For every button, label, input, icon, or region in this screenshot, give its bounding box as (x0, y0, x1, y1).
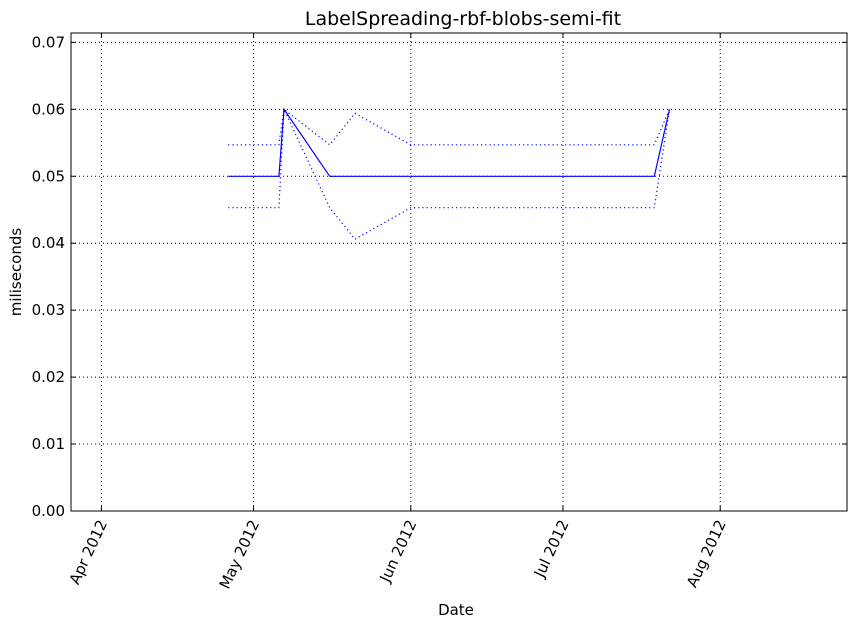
series-line-upper-bound (228, 108, 671, 146)
y-tick-label: 0.02 (32, 368, 65, 386)
grid (71, 33, 847, 511)
x-tick-label: Jun 2012 (376, 517, 421, 586)
x-axis-tick-labels: Apr 2012 May 2012 Jun 2012 Jul 2012 Aug 2012 (66, 517, 730, 592)
series-line-lower-bound (228, 109, 671, 240)
axis-ticks (71, 33, 847, 512)
x-tick-label: May 2012 (216, 517, 264, 592)
y-tick-label: 0.00 (32, 502, 65, 520)
y-axis-label: miliseconds (7, 228, 25, 317)
y-axis-tick-labels: 0.00 0.01 0.02 0.03 0.04 0.05 0.06 0.07 (32, 33, 65, 520)
x-tick-label: Jul 2012 (530, 517, 573, 581)
plot-series (228, 107, 671, 240)
y-tick-label: 0.05 (32, 167, 65, 185)
x-axis-label: Date (438, 601, 474, 619)
x-tick-label: Aug 2012 (683, 517, 730, 590)
y-tick-label: 0.03 (32, 301, 65, 319)
series-line-mean (228, 107, 671, 177)
y-tick-label: 0.01 (32, 435, 65, 453)
plot-area-frame (70, 32, 848, 512)
chart-title: LabelSpreading-rbf-blobs-semi-fit (305, 8, 621, 30)
x-tick-label: Apr 2012 (66, 517, 111, 587)
y-tick-label: 0.06 (32, 100, 65, 118)
y-tick-label: 0.04 (32, 234, 65, 252)
y-tick-label: 0.07 (32, 33, 65, 51)
